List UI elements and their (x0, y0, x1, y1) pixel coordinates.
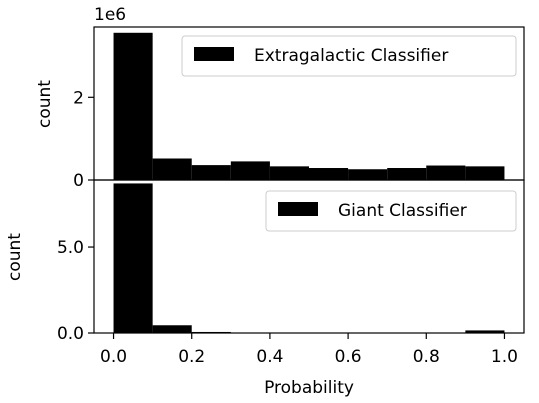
extragalactic-histogram-panel: 02 1e6 count Extragalactic Classifier (35, 5, 525, 191)
bottom-plot-frame (93, 179, 525, 334)
histogram-bar (113, 183, 153, 333)
x-axis-ticks: 0.0 0.2 0.4 0.6 0.8 1.0 (100, 333, 518, 367)
bottom-y-axis-label: count (5, 233, 25, 281)
histogram-bar (465, 330, 505, 333)
y-tick-label: 0 (73, 171, 84, 191)
extragalactic-bars (113, 32, 505, 181)
extragalactic-y-ticks: 02 (73, 88, 94, 191)
x-tick-label: 0.2 (178, 347, 205, 367)
histogram-bar (426, 165, 466, 180)
giant-histogram-panel: 0.0 5.0 count Giant Classifier (5, 179, 525, 344)
bottom-legend-swatch (278, 202, 318, 216)
bottom-legend-box (265, 190, 517, 232)
histogram-bar (113, 32, 153, 181)
bottom-legend-label: Giant Classifier (338, 201, 467, 221)
giant-bars (113, 183, 505, 333)
y-tick-label: 2 (73, 88, 84, 108)
histogram-bar (387, 168, 427, 180)
x-tick-label: 1.0 (491, 347, 518, 367)
giant-y-ticks: 0.0 5.0 (57, 238, 94, 344)
top-legend: Extragalactic Classifier (181, 35, 517, 77)
histogram-bar (348, 169, 388, 180)
bottom-legend: Giant Classifier (265, 190, 517, 232)
histogram-bar (269, 166, 309, 180)
top-legend-box (181, 35, 517, 77)
histogram-bar (152, 325, 192, 333)
x-tick-label: 0.0 (100, 347, 127, 367)
histogram-bar (152, 158, 192, 180)
y-tick-label: 5.0 (57, 238, 84, 258)
histogram-bar (230, 161, 270, 180)
top-legend-label: Extragalactic Classifier (254, 46, 448, 66)
x-tick-label: 0.6 (335, 347, 362, 367)
top-y-axis-label: count (35, 80, 55, 128)
x-tick-label: 0.8 (413, 347, 440, 367)
y-offset-label: 1e6 (94, 5, 126, 25)
top-legend-swatch (194, 47, 234, 61)
x-axis-label: Probability (264, 378, 354, 398)
y-tick-label: 0.0 (57, 324, 84, 344)
x-tick-label: 0.4 (256, 347, 283, 367)
histogram-bar (309, 168, 349, 180)
histogram-bar (465, 166, 505, 180)
histogram-bar (191, 165, 231, 180)
